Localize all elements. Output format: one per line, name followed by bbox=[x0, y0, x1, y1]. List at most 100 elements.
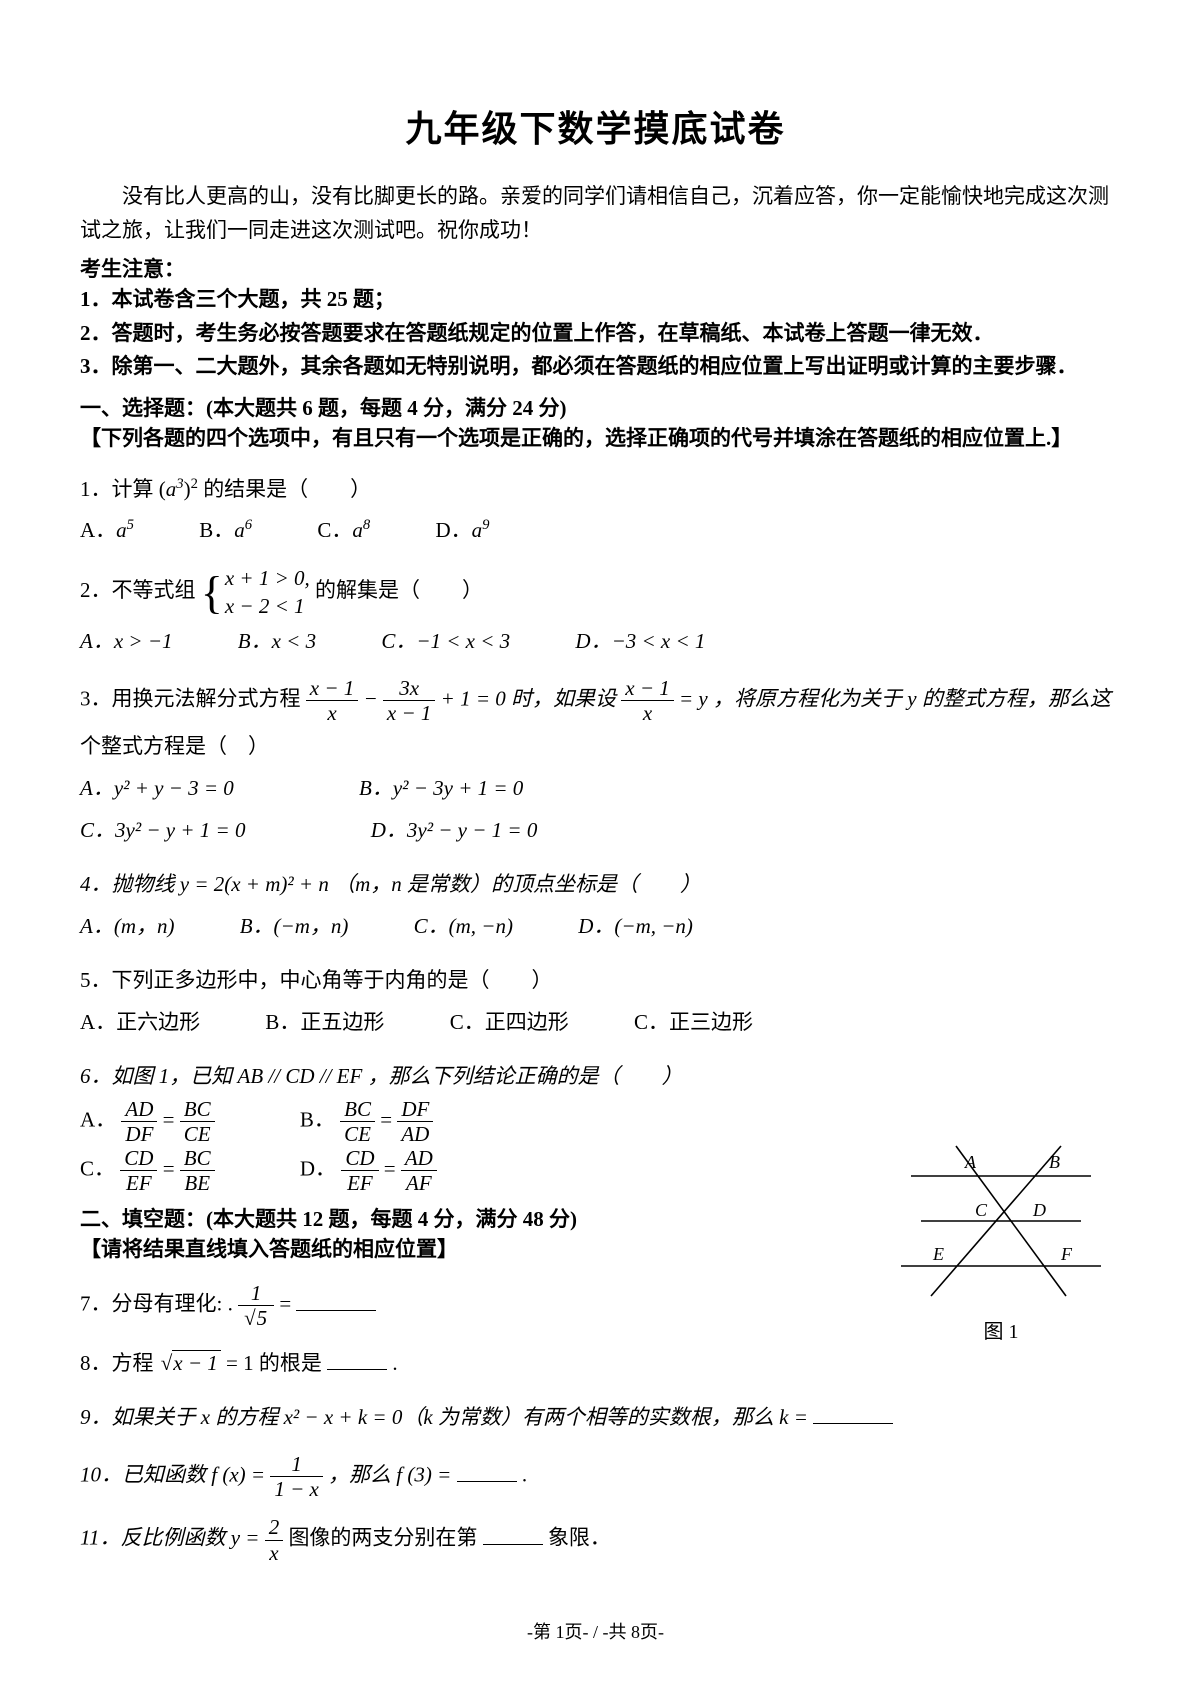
q8-blank bbox=[327, 1348, 387, 1370]
q11-frac: 2x bbox=[265, 1515, 284, 1564]
q3-opt-a: A．y² + y − 3 = 0 bbox=[80, 767, 234, 809]
q1-outer-exp: 2 bbox=[191, 476, 198, 492]
section-1-instruction: 【下列各题的四个选项中，有且只有一个选项是正确的，选择正确项的代号并填涂在答题纸… bbox=[80, 422, 1111, 456]
q4-options: A．(m，n) B．(−m，n) C．(m, −n) D．(−m, −n) bbox=[80, 905, 1111, 947]
page-footer: -第 1页- / -共 8页- bbox=[80, 1618, 1111, 1644]
figure-1: A B C D E F 图 1 bbox=[881, 1136, 1121, 1344]
q7-blank bbox=[296, 1289, 376, 1311]
figure-1-caption: 图 1 bbox=[881, 1315, 1121, 1344]
notice-heading: 考生注意： bbox=[80, 253, 1111, 283]
notice-1: 1．本试卷含三个大题，共 25 题； bbox=[80, 283, 1111, 317]
q5-opt-b: B．正五边形 bbox=[265, 1001, 384, 1043]
q3-frac3: x − 1x bbox=[621, 676, 674, 725]
q2-system: { x + 1 > 0, x − 2 < 1 bbox=[201, 565, 310, 620]
q11-blank bbox=[483, 1523, 543, 1545]
q3-opt-b: B．y² − 3y + 1 = 0 bbox=[359, 767, 523, 809]
q9-blank bbox=[813, 1402, 893, 1424]
q9-stem: 9．如果关于 x 的方程 x² − x + k = 0（k 为常数）有两个相等的… bbox=[80, 1405, 808, 1429]
q11-stem-a: 11．反比例函数 y = bbox=[80, 1526, 259, 1550]
q3-opt-c: C．3y² − y + 1 = 0 bbox=[80, 809, 245, 851]
q1-inner-exp: 3 bbox=[176, 476, 183, 492]
q6-options-row1: A． ADDF = BCCE B． BCCE = DFAD bbox=[80, 1097, 820, 1146]
q8-sqrt: x − 1 bbox=[159, 1344, 221, 1384]
question-5: 5．下列正多边形中，中心角等于内角的是（ ） bbox=[80, 961, 1111, 1001]
question-1: 1．计算 (a3)2 的结果是（ ） bbox=[80, 470, 1111, 510]
q1-opt-b: B．a6 bbox=[199, 509, 252, 551]
q10-period: . bbox=[522, 1463, 527, 1487]
q2-opt-d: D．−3 < x < 1 bbox=[575, 620, 705, 662]
q10-stem-b: ，那么 f (3) = bbox=[328, 1463, 451, 1487]
q6-opt-a: A． ADDF = BCCE bbox=[80, 1097, 215, 1146]
q5-opt-a: A．正六边形 bbox=[80, 1001, 200, 1043]
q1-opt-d: D．a9 bbox=[435, 509, 489, 551]
q2-opt-c: C．−1 < x < 3 bbox=[381, 620, 510, 662]
q4-opt-b: B．(−m，n) bbox=[240, 905, 349, 947]
q5-opt-c: C．正四边形 bbox=[450, 1001, 569, 1043]
figure-1-svg: A B C D E F bbox=[891, 1136, 1111, 1306]
fig-label-b: B bbox=[1049, 1152, 1060, 1172]
fig-label-d: D bbox=[1032, 1200, 1046, 1220]
q4-opt-a: A．(m，n) bbox=[80, 905, 174, 947]
section-1-head: 一、选择题：(本大题共 6 题，每题 4 分，满分 24 分) bbox=[80, 392, 1111, 422]
notice-3: 3．除第一、二大题外，其余各题如无特别说明，都必须在答题纸的相应位置上写出证明或… bbox=[80, 350, 1111, 384]
question-8: 8．方程 x − 1 = 1 的根是 . bbox=[80, 1344, 1111, 1384]
q3-stem-a: 3．用换元法解分式方程 bbox=[80, 687, 301, 711]
question-2: 2．不等式组 { x + 1 > 0, x − 2 < 1 的解集是（ ） bbox=[80, 565, 1111, 620]
question-10: 10．已知函数 f (x) = 11 − x ，那么 f (3) = . bbox=[80, 1452, 1111, 1501]
q6-options-row2: C． CDEF = BCBE D． CDEF = ADAF bbox=[80, 1146, 820, 1195]
q4-opt-d: D．(−m, −n) bbox=[578, 905, 693, 947]
notice-2: 2．答题时，考生务必按答题要求在答题纸规定的位置上作答，在草稿纸、本试卷上答题一… bbox=[80, 317, 1111, 351]
q6-opt-c: C． CDEF = BCBE bbox=[80, 1146, 215, 1195]
q8-period: . bbox=[392, 1351, 397, 1375]
q2-opt-a: A．x > −1 bbox=[80, 620, 173, 662]
q7-eq: = bbox=[279, 1292, 291, 1316]
q5-opt-d: C．正三边形 bbox=[634, 1001, 753, 1043]
fig-label-f: F bbox=[1060, 1244, 1073, 1264]
q1-opt-c: C．a8 bbox=[317, 509, 370, 551]
q3-stem-b: = y ，将原方程化为关于 y 的整式方程，那么这 bbox=[679, 687, 1111, 711]
q7-stem: 7．分母有理化: . bbox=[80, 1292, 233, 1316]
q1-opt-a: A．a5 bbox=[80, 509, 134, 551]
q8-stem-b: = 1 的根是 bbox=[226, 1351, 322, 1375]
q3-opt-d: D．3y² − y − 1 = 0 bbox=[371, 809, 538, 851]
q1-stem-a: 1．计算 ( bbox=[80, 477, 166, 501]
question-4: 4．抛物线 y = 2(x + m)² + n （m，n 是常数）的顶点坐标是（… bbox=[80, 865, 1111, 905]
question-3: 3．用换元法解分式方程 x − 1x − 3xx − 1 + 1 = 0 时，如… bbox=[80, 676, 1111, 725]
question-6: 6．如图 1，已知 AB // CD // EF ，那么下列结论正确的是（ ） bbox=[80, 1057, 820, 1097]
q1-options: A．a5 B．a6 C．a8 D．a9 bbox=[80, 509, 1111, 551]
q10-frac: 11 − x bbox=[270, 1452, 323, 1501]
question-9: 9．如果关于 x 的方程 x² − x + k = 0（k 为常数）有两个相等的… bbox=[80, 1398, 1111, 1438]
q1-base: a bbox=[166, 477, 177, 501]
q2-line1: x + 1 > 0, bbox=[225, 565, 310, 592]
intro-text: 没有比人更高的山，没有比脚更长的路。亲爱的同学们请相信自己，沉着应答，你一定能愉… bbox=[80, 180, 1111, 247]
q2-line2: x − 2 < 1 bbox=[225, 593, 310, 620]
q10-stem-a: 10．已知函数 f (x) = bbox=[80, 1463, 265, 1487]
q11-stem-c: 象限． bbox=[548, 1526, 611, 1550]
q3-stem-cont: 个整式方程是（ ） bbox=[80, 727, 1111, 767]
q3-frac1: x − 1x bbox=[306, 676, 359, 725]
page-title: 九年级下数学摸底试卷 bbox=[80, 100, 1111, 152]
q2-opt-b: B．x < 3 bbox=[238, 620, 316, 662]
q6-opt-b: B． BCCE = DFAD bbox=[300, 1097, 433, 1146]
fig-label-e: E bbox=[932, 1244, 944, 1264]
q7-frac: 1 5 bbox=[238, 1281, 274, 1330]
q3-options-row2: C．3y² − y + 1 = 0 D．3y² − y − 1 = 0 bbox=[80, 809, 1111, 851]
q2-stem-a: 2．不等式组 bbox=[80, 579, 196, 603]
q3-frac2: 3xx − 1 bbox=[383, 676, 436, 725]
q2-stem-b: 的解集是（ ） bbox=[315, 579, 483, 603]
q2-options: A．x > −1 B．x < 3 C．−1 < x < 3 D．−3 < x <… bbox=[80, 620, 1111, 662]
fig-label-c: C bbox=[975, 1200, 988, 1220]
q5-options: A．正六边形 B．正五边形 C．正四边形 C．正三边形 bbox=[80, 1001, 1111, 1043]
question-11: 11．反比例函数 y = 2x 图像的两支分别在第 象限． bbox=[80, 1515, 1111, 1564]
fig-label-a: A bbox=[964, 1152, 977, 1172]
q11-stem-b: 图像的两支分别在第 bbox=[288, 1526, 477, 1550]
q6-opt-d: D． CDEF = ADAF bbox=[300, 1146, 437, 1195]
q3-options-row1: A．y² + y − 3 = 0 B．y² − 3y + 1 = 0 bbox=[80, 767, 1111, 809]
q4-opt-c: C．(m, −n) bbox=[414, 905, 513, 947]
q1-stem-b: ) bbox=[184, 477, 191, 501]
q3-minus: − bbox=[364, 687, 378, 711]
q3-mid: + 1 = 0 时，如果设 bbox=[441, 687, 616, 711]
q8-stem-a: 8．方程 bbox=[80, 1351, 154, 1375]
q10-blank bbox=[457, 1460, 517, 1482]
q1-stem-c: 的结果是（ ） bbox=[198, 477, 371, 501]
